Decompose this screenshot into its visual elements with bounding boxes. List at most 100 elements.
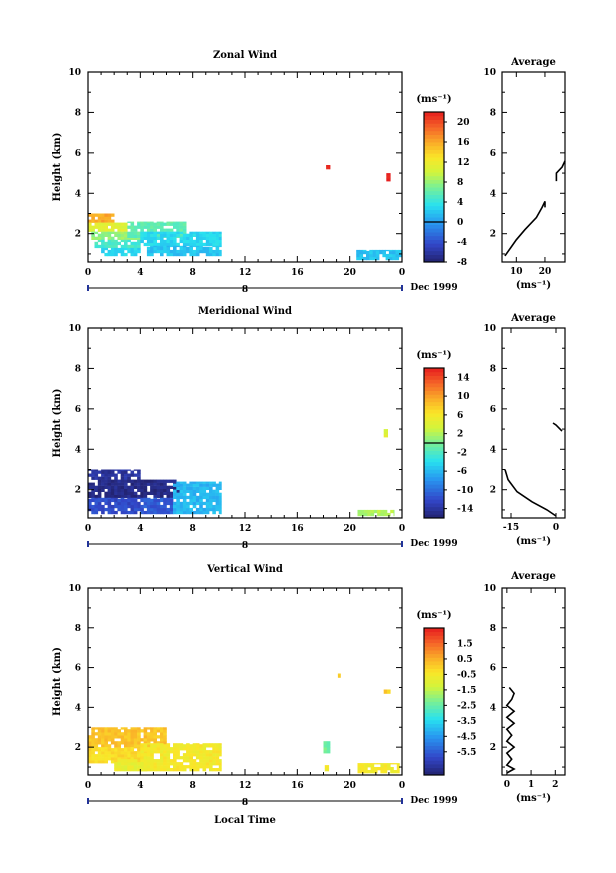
heatmap-cell — [326, 166, 330, 170]
heatmap-cell — [364, 764, 368, 768]
heatmap-cell — [179, 236, 184, 240]
heatmap-cell — [364, 512, 368, 517]
heatmap-cell — [199, 762, 203, 766]
heatmap-cell — [137, 485, 141, 489]
colorbar-swatch — [424, 247, 444, 252]
heatmap-cell — [127, 757, 131, 761]
heatmap-cell — [387, 690, 391, 694]
heatmap-cell — [392, 249, 396, 252]
heatmap-cell — [212, 492, 216, 496]
heatmap-cell — [218, 762, 222, 766]
heatmap-cell — [360, 512, 365, 517]
heatmap-cell — [324, 768, 329, 772]
heatmap-cell — [130, 762, 135, 766]
heatmap-cell — [101, 751, 105, 755]
x-tick-label: 20 — [343, 524, 356, 534]
heatmap-cell — [114, 727, 118, 730]
heatmap-cell — [101, 470, 105, 474]
heatmap-cell — [117, 494, 121, 499]
heatmap-cell — [199, 747, 203, 751]
heatmap-cell — [133, 727, 138, 730]
heatmap-cell — [137, 729, 141, 733]
colorbar-swatch — [424, 209, 444, 214]
heatmap-cell — [91, 233, 95, 237]
heatmap-cell — [372, 253, 377, 258]
heatmap-cell — [364, 509, 368, 514]
heatmap-cell — [114, 504, 118, 509]
heatmap-cell — [176, 483, 180, 487]
heatmap-cell — [377, 512, 381, 517]
heatmap-cell — [326, 750, 331, 754]
colorbar-tick-label: 1.5 — [457, 639, 473, 649]
heatmap-cell — [395, 253, 400, 258]
heatmap-cell — [143, 756, 148, 760]
average-x-tick-label: 0 — [553, 523, 559, 533]
heatmap-cell — [326, 744, 331, 748]
heatmap-cell — [389, 173, 391, 176]
heatmap-cell — [140, 491, 144, 495]
heatmap-cell — [189, 486, 193, 490]
colorbar-swatch — [424, 764, 444, 769]
heatmap-cell — [127, 510, 131, 515]
heatmap-cell — [117, 498, 121, 503]
heatmap-cell — [137, 249, 141, 254]
heatmap-cell — [163, 491, 167, 495]
heatmap-cell — [390, 509, 394, 514]
heatmap-cell — [97, 757, 102, 761]
heatmap-cell — [101, 754, 105, 758]
x-tick-label: 8 — [190, 524, 196, 534]
heatmap-cell — [130, 244, 135, 249]
colorbar-swatch — [424, 205, 444, 210]
heatmap-cell — [137, 765, 141, 769]
colorbar-swatch — [424, 484, 444, 489]
heatmap-cell — [110, 236, 115, 240]
colorbar-swatch — [424, 675, 444, 680]
heatmap-cell — [202, 747, 207, 751]
heatmap-cell — [182, 228, 187, 232]
panel-title: Meridional Wind — [198, 306, 292, 317]
heatmap-cell — [169, 762, 174, 766]
heatmap-cell — [189, 495, 193, 500]
heatmap-cell — [173, 768, 177, 772]
average-profile-line — [505, 686, 516, 774]
heatmap-cell — [146, 504, 151, 509]
heatmap-cell — [114, 231, 118, 234]
heatmap-cell — [179, 225, 184, 229]
heatmap-cell — [215, 501, 220, 506]
heatmap-cell — [133, 234, 138, 238]
heatmap-cell — [133, 228, 138, 232]
heatmap-cell — [359, 249, 364, 252]
heatmap-cell — [375, 250, 380, 255]
heatmap-cell — [110, 494, 115, 499]
heatmap-cell — [101, 760, 105, 764]
heatmap-cell — [133, 241, 138, 246]
y-tick-label: 8 — [75, 108, 81, 118]
plot-frame — [87, 327, 403, 519]
heatmap-cell — [186, 483, 190, 487]
heatmap-cell — [146, 479, 151, 483]
heatmap-cell — [189, 249, 193, 254]
heatmap-cell — [146, 249, 151, 254]
heatmap-cell — [192, 744, 197, 748]
heatmap-cell — [179, 762, 184, 766]
heatmap-cell — [163, 501, 167, 506]
heatmap-cell — [205, 762, 210, 766]
heatmap-cell — [130, 225, 135, 229]
heatmap-cell — [101, 225, 105, 229]
heatmap-cell — [117, 249, 121, 254]
heatmap-cell — [127, 501, 131, 506]
heatmap-cell — [176, 228, 180, 232]
heatmap-cell — [114, 249, 118, 254]
heatmap-cell — [88, 504, 92, 509]
heatmap-cell — [117, 507, 121, 512]
heatmap-cell — [195, 753, 200, 757]
heatmap-cell — [205, 495, 210, 500]
heatmap-cell — [88, 757, 92, 761]
heatmap-cell — [383, 764, 388, 768]
heatmap-cell — [130, 741, 135, 745]
heatmap-cell — [107, 244, 112, 249]
heatmap-cell — [146, 759, 151, 763]
heatmap-cell — [328, 765, 330, 769]
heatmap-cell — [94, 510, 99, 515]
heatmap-cell — [153, 488, 157, 492]
